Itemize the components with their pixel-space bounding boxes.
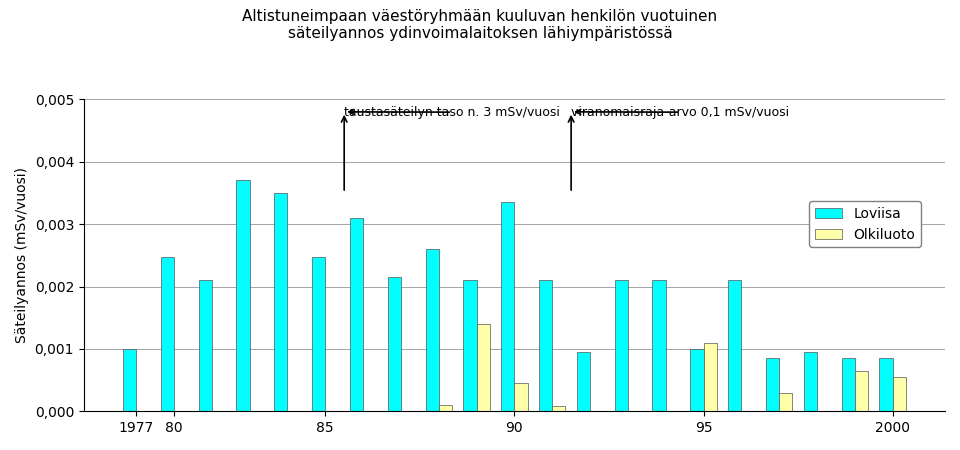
Bar (854, 371, 868, 411)
Bar (577, 352, 590, 411)
Bar (704, 342, 717, 411)
Bar (349, 218, 363, 411)
Bar (199, 280, 212, 411)
Y-axis label: Säteilyannos (mSv/vuosi): Säteilyannos (mSv/vuosi) (15, 167, 29, 343)
Bar (690, 349, 704, 411)
Bar (464, 280, 476, 411)
Bar (476, 324, 490, 411)
Bar (552, 406, 565, 411)
Bar (879, 358, 893, 411)
Bar (123, 349, 136, 411)
Bar (236, 180, 250, 411)
Text: Altistuneimpaan väestöryhmään kuuluvan henkilön vuotuinen
säteilyannos ydinvoima: Altistuneimpaan väestöryhmään kuuluvan h… (243, 9, 717, 41)
Bar (312, 256, 325, 411)
Bar (653, 280, 665, 411)
Bar (614, 280, 628, 411)
Bar (728, 280, 741, 411)
Legend: Loviisa, Olkiluoto: Loviisa, Olkiluoto (809, 201, 921, 247)
Text: viranomaisraja-arvo 0,1 mSv/vuosi: viranomaisraja-arvo 0,1 mSv/vuosi (571, 106, 789, 119)
Bar (539, 280, 552, 411)
Bar (804, 352, 817, 411)
Bar (425, 249, 439, 411)
Text: taustasäteilyn taso n. 3 mSv/vuosi: taustasäteilyn taso n. 3 mSv/vuosi (345, 106, 560, 119)
Bar (515, 383, 528, 411)
Bar (388, 277, 401, 411)
Bar (160, 256, 174, 411)
Bar (275, 193, 287, 411)
Bar (780, 392, 792, 411)
Bar (439, 405, 452, 411)
Bar (842, 358, 854, 411)
Bar (766, 358, 780, 411)
Bar (501, 202, 515, 411)
Bar (893, 377, 906, 411)
